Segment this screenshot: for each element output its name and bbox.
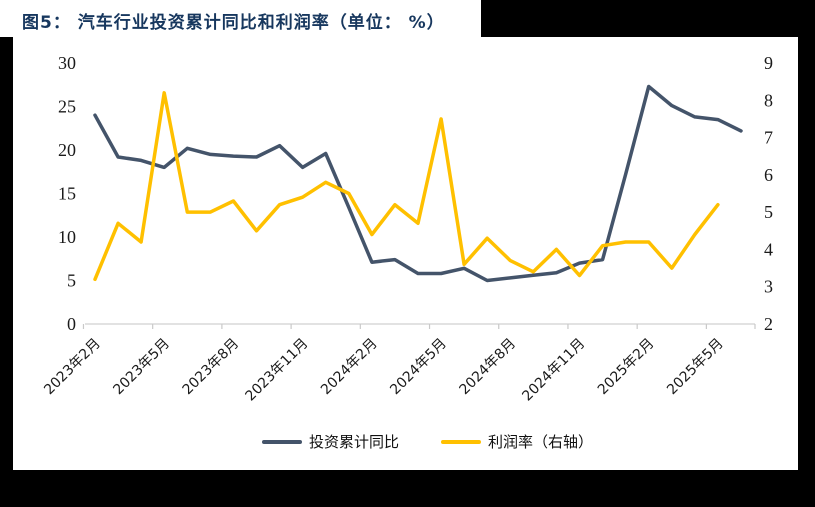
legend-label-investment: 投资累计同比 — [308, 433, 399, 451]
chart-legend: 投资累计同比 利润率（右轴） — [20, 431, 815, 452]
x-axis-tick-label: 2024年5月 — [387, 336, 450, 399]
x-axis-tick-label: 2025年5月 — [664, 336, 727, 399]
x-axis-tick-label: 2024年11月 — [519, 336, 588, 405]
right-axis-labels: 2 3 4 5 6 7 8 9 — [764, 53, 773, 334]
right-axis-tick-label: 9 — [764, 53, 773, 73]
legend-item-investment: 投资累计同比 — [261, 431, 399, 452]
x-axis-tick-label: 2024年2月 — [318, 336, 381, 399]
right-axis-tick-label: 5 — [764, 202, 773, 222]
x-axis-tick-label: 2024年8月 — [456, 336, 519, 399]
x-axis-tick-label: 2023年5月 — [110, 336, 173, 399]
left-axis-tick-label: 25 — [58, 97, 76, 117]
right-axis-tick-label: 8 — [764, 90, 773, 110]
title-strip: 图5： 汽车行业投资累计同比和利润率（单位： %） — [0, 0, 481, 37]
right-axis-tick-label: 6 — [764, 165, 773, 185]
left-axis-tick-label: 30 — [58, 53, 76, 73]
left-axis-tick-label: 10 — [58, 227, 76, 247]
x-axis-tick-label: 2023年2月 — [41, 336, 104, 399]
profit-margin-line-swatch-icon — [441, 439, 481, 444]
right-axis-tick-label: 7 — [764, 128, 773, 148]
chart-card — [13, 37, 798, 470]
right-axis-tick-label: 3 — [764, 277, 773, 297]
x-axis-labels: 2023年2月 2023年5月 2023年8月 2023年11月 2024年2月 2024… — [41, 336, 727, 405]
left-axis-tick-label: 20 — [58, 140, 76, 160]
series-line-1 — [93, 91, 720, 282]
x-axis-tick-label: 2025年2月 — [595, 336, 658, 399]
x-axis — [82, 323, 756, 329]
left-axis-tick-label: 0 — [67, 314, 76, 334]
right-axis-tick-label: 4 — [764, 239, 773, 259]
x-axis-tick-label: 2023年8月 — [180, 336, 243, 399]
left-axis-tick-label: 5 — [67, 271, 76, 291]
left-axis-labels: 0 5 10 15 20 25 30 — [58, 53, 76, 334]
right-axis-tick-label: 2 — [764, 314, 773, 334]
x-axis-tick-label: 2023年11月 — [243, 336, 312, 405]
legend-item-profit-margin: 利润率（右轴） — [441, 431, 593, 452]
investment-line-swatch-icon — [261, 439, 302, 444]
figure-title: 图5： 汽车行业投资累计同比和利润率（单位： %） — [22, 13, 445, 33]
series-line-0 — [93, 84, 743, 283]
left-axis-tick-label: 15 — [58, 184, 76, 204]
legend-label-profit-margin: 利润率（右轴） — [488, 433, 594, 451]
